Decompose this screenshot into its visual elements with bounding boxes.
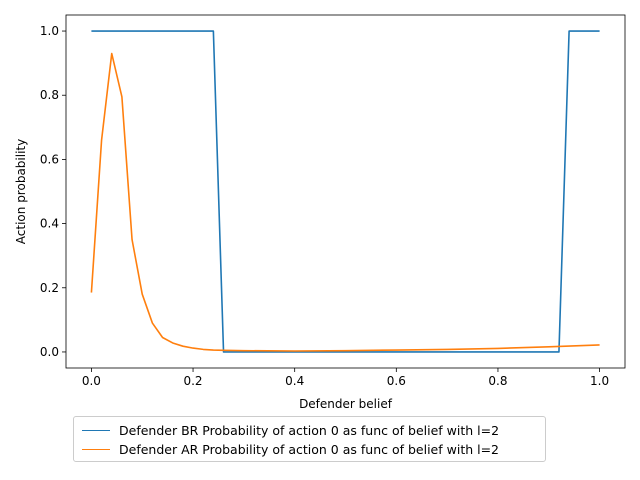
y-tick-label: 1.0 — [40, 24, 59, 38]
legend-line-ar — [82, 448, 110, 450]
y-tick-label: 0.4 — [40, 217, 59, 231]
x-axis-title: Defender belief — [299, 397, 393, 411]
x-tick-label: 0.8 — [488, 374, 507, 388]
legend-line-br — [82, 429, 110, 431]
y-tick-label: 0.6 — [40, 152, 59, 166]
x-tick-label: 0.0 — [82, 374, 101, 388]
legend-item-br: Defender BR Probability of action 0 as f… — [82, 421, 499, 439]
x-tick-label: 1.0 — [590, 374, 609, 388]
legend-label-ar: Defender AR Probability of action 0 as f… — [119, 441, 500, 457]
y-tick-label: 0.8 — [40, 88, 59, 102]
x-axis-ticks: 0.0 0.2 0.4 0.6 0.8 1.0 — [82, 368, 609, 388]
legend-item-ar: Defender AR Probability of action 0 as f… — [82, 440, 499, 458]
x-tick-label: 0.4 — [285, 374, 304, 388]
y-tick-label: 0.2 — [40, 281, 59, 295]
x-tick-label: 0.6 — [387, 374, 406, 388]
plot-series — [90, 30, 600, 353]
plot-frame — [65, 14, 626, 369]
series-line-0 — [91, 30, 600, 353]
y-axis-ticks: 0.0 0.2 0.4 0.6 0.8 1.0 — [40, 24, 66, 359]
legend-label-br: Defender BR Probability of action 0 as f… — [119, 422, 500, 438]
x-tick-label: 0.2 — [183, 374, 202, 388]
y-tick-label: 0.0 — [40, 345, 59, 359]
series-line-1 — [90, 52, 600, 352]
legend: Defender BR Probability of action 0 as f… — [73, 416, 546, 462]
y-axis-title: Action probability — [14, 139, 28, 244]
